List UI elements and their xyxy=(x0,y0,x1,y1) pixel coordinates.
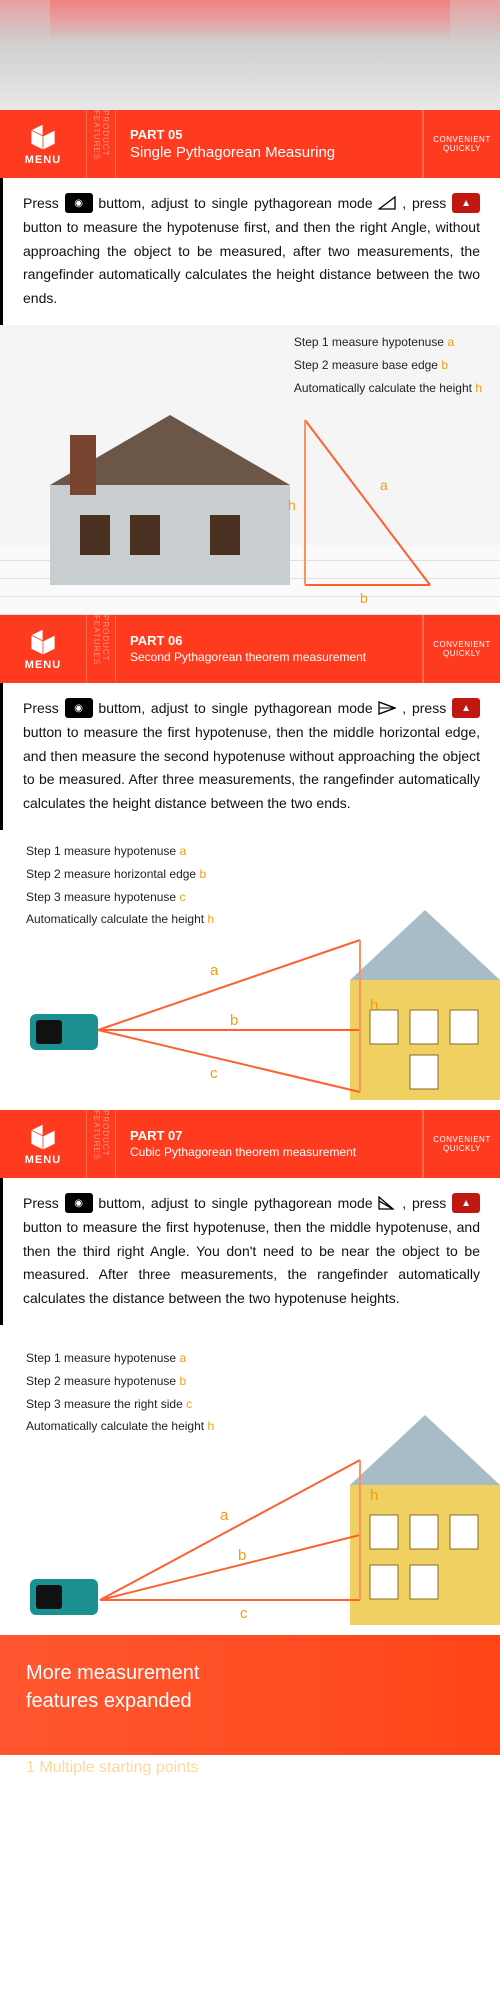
svg-text:c: c xyxy=(210,1065,218,1082)
badge-line2: QUICKLY xyxy=(443,144,481,153)
svg-text:b: b xyxy=(238,1547,246,1564)
footer-title: More measurement features expanded xyxy=(26,1659,474,1715)
text: Press xyxy=(23,700,65,716)
svg-text:b: b xyxy=(360,590,368,606)
svg-text:b: b xyxy=(230,1012,238,1029)
svg-text:h: h xyxy=(370,997,378,1014)
footer-point-1: 1 Multiple starting points xyxy=(0,1755,500,1797)
text: Press xyxy=(23,1195,59,1211)
badge-line2: QUICKLY xyxy=(443,649,481,658)
text: Press xyxy=(23,195,65,211)
cube-icon xyxy=(28,1122,58,1152)
menu-label: MENU xyxy=(25,1154,61,1166)
text: , press xyxy=(402,700,452,716)
rangefinder-device xyxy=(30,1579,98,1615)
illustration-06: Step 1 measure hypotenuse a Step 2 measu… xyxy=(0,830,500,1110)
menu-label: MENU xyxy=(25,154,61,166)
svg-text:c: c xyxy=(240,1605,248,1622)
step-2: Step 2 measure hypotenuse b xyxy=(26,1370,214,1393)
measure-button-icon: ▲ xyxy=(452,193,480,213)
product-features-label: PRODUCT FEATURES xyxy=(86,1110,116,1178)
footer-banner: More measurement features expanded xyxy=(0,1635,500,1755)
header-main: PART 06 Second Pythagorean theorem measu… xyxy=(116,615,422,683)
step-list-05: Step 1 measure hypotenuse a Step 2 measu… xyxy=(294,331,482,399)
svg-text:h: h xyxy=(288,497,296,513)
text: button to measure the first hypotenuse, … xyxy=(23,724,480,811)
convenient-badge: CONVENIENT QUICKLY xyxy=(422,1110,500,1178)
badge-line1: CONVENIENT xyxy=(433,1135,490,1144)
step-3: Automatically calculate the height h xyxy=(294,377,482,400)
part-title: Single Pythagorean Measuring xyxy=(130,144,408,161)
illustration-05: Step 1 measure hypotenuse a Step 2 measu… xyxy=(0,325,500,615)
badge-line1: CONVENIENT xyxy=(433,640,490,649)
mode-button-icon: ◉ xyxy=(65,193,93,213)
rangefinder-device xyxy=(30,1014,98,1050)
step-4: Automatically calculate the height h xyxy=(26,908,214,931)
convenient-badge: CONVENIENT QUICKLY xyxy=(422,615,500,683)
triangle-mode-icon xyxy=(378,1196,396,1210)
body-text-05: Press ◉ buttom, adjust to single pythago… xyxy=(0,178,500,325)
text: button to measure the hypotenuse first, … xyxy=(23,219,480,306)
hero-laser-image xyxy=(0,0,500,110)
triangle-mode-icon xyxy=(378,701,396,715)
step-4: Automatically calculate the height h xyxy=(26,1415,214,1438)
product-features-label: PRODUCT FEATURES xyxy=(86,615,116,683)
convenient-badge: CONVENIENT QUICKLY xyxy=(422,110,500,178)
section-header-06: MENU PRODUCT FEATURES PART 06 Second Pyt… xyxy=(0,615,500,683)
step-2: Step 2 measure horizontal edge b xyxy=(26,863,214,886)
menu-block: MENU xyxy=(0,110,86,178)
product-features-label: PRODUCT FEATURES xyxy=(86,110,116,178)
step-1: Step 1 measure hypotenuse a xyxy=(26,840,214,863)
step-1: Step 1 measure hypotenuse a xyxy=(26,1347,214,1370)
part-number: PART 05 xyxy=(130,127,408,142)
section-header-05: MENU PRODUCT FEATURES PART 05 Single Pyt… xyxy=(0,110,500,178)
step-list-06: Step 1 measure hypotenuse a Step 2 measu… xyxy=(26,840,214,931)
text: buttom, adjust to single pythagorean mod… xyxy=(98,700,378,716)
body-text-07: Press ◉ buttom, adjust to single pythago… xyxy=(0,1178,500,1325)
measure-button-icon: ▲ xyxy=(452,698,480,718)
badge-line2: QUICKLY xyxy=(443,1144,481,1153)
step-list-07: Step 1 measure hypotenuse a Step 2 measu… xyxy=(26,1347,214,1438)
text: buttom, adjust to single pythagorean mod… xyxy=(98,195,378,211)
svg-text:a: a xyxy=(210,962,219,979)
part-title: Cubic Pythagorean theorem measurement xyxy=(130,1145,408,1159)
body-text-06: Press ◉ buttom, adjust to single pythago… xyxy=(0,683,500,830)
menu-label: MENU xyxy=(25,659,61,671)
menu-block: MENU xyxy=(0,1110,86,1178)
part-number: PART 06 xyxy=(130,633,408,648)
step-1: Step 1 measure hypotenuse a xyxy=(294,331,482,354)
text: buttom, adjust to single pythagorean mod… xyxy=(98,1195,378,1211)
cube-icon xyxy=(28,627,58,657)
step-3: Step 3 measure hypotenuse c xyxy=(26,886,214,909)
step-2: Step 2 measure base edge b xyxy=(294,354,482,377)
mode-button-icon: ◉ xyxy=(65,698,93,718)
step-3: Step 3 measure the right side c xyxy=(26,1393,214,1416)
header-main: PART 05 Single Pythagorean Measuring xyxy=(116,110,422,178)
badge-line1: CONVENIENT xyxy=(433,135,490,144)
svg-text:a: a xyxy=(220,1507,229,1524)
svg-text:a: a xyxy=(380,477,388,493)
measure-button-icon: ▲ xyxy=(452,1193,480,1213)
header-main: PART 07 Cubic Pythagorean theorem measur… xyxy=(116,1110,422,1178)
triangle-mode-icon xyxy=(378,196,396,210)
illustration-07: Step 1 measure hypotenuse a Step 2 measu… xyxy=(0,1325,500,1635)
text: , press xyxy=(402,1195,452,1211)
text: button to measure the first hypotenuse, … xyxy=(23,1219,480,1306)
menu-block: MENU xyxy=(0,615,86,683)
cube-icon xyxy=(28,122,58,152)
text: , press xyxy=(402,195,452,211)
section-header-07: MENU PRODUCT FEATURES PART 07 Cubic Pyth… xyxy=(0,1110,500,1178)
svg-text:h: h xyxy=(370,1487,378,1504)
mode-button-icon: ◉ xyxy=(65,1193,93,1213)
part-number: PART 07 xyxy=(130,1128,408,1143)
part-title: Second Pythagorean theorem measurement xyxy=(130,650,408,664)
